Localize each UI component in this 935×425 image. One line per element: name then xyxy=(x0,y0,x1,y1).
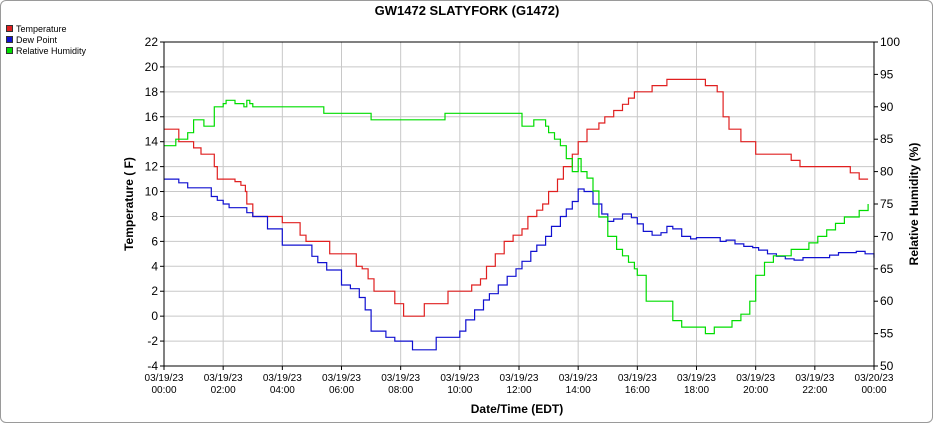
y-right-tick-label: 55 xyxy=(880,327,894,341)
y-tick-label: 4 xyxy=(151,259,158,273)
y-tick-label: 22 xyxy=(145,35,159,49)
x-tick-date: 03/19/23 xyxy=(677,373,716,384)
x-tick-date: 03/19/23 xyxy=(322,373,361,384)
axes: 2220181614121086420-2-410095908580757065… xyxy=(145,35,901,396)
y-right-tick-label: 100 xyxy=(880,35,900,49)
x-tick-date: 03/19/23 xyxy=(559,373,598,384)
x-tick-date: 03/19/23 xyxy=(263,373,302,384)
series-layer xyxy=(164,78,875,351)
y-tick-label: 6 xyxy=(151,234,158,248)
x-tick-time: 02:00 xyxy=(211,385,236,396)
legend-item-dew-point: Dew Point xyxy=(6,34,86,45)
x-tick-date: 03/19/23 xyxy=(618,373,657,384)
x-tick-date: 03/19/23 xyxy=(381,373,420,384)
y-right-tick-label: 80 xyxy=(880,165,894,179)
legend-item-relative-humidity: Relative Humidity xyxy=(6,45,86,56)
legend-label-temperature: Temperature xyxy=(16,23,67,34)
legend-swatch-dew-point xyxy=(6,36,13,43)
x-tick-time: 10:00 xyxy=(447,385,472,396)
y-tick-label: 10 xyxy=(145,185,159,199)
x-tick-time: 04:00 xyxy=(270,385,295,396)
x-tick-time: 14:00 xyxy=(566,385,591,396)
x-tick-date: 03/19/23 xyxy=(736,373,775,384)
x-tick-time: 18:00 xyxy=(684,385,709,396)
y-tick-label: -2 xyxy=(147,334,158,348)
y-tick-label: 2 xyxy=(151,284,158,298)
y-right-tick-label: 85 xyxy=(880,132,894,146)
chart-title: GW1472 SLATYFORK (G1472) xyxy=(375,3,560,18)
series-line-relative-humidity xyxy=(164,99,869,335)
x-tick-time: 00:00 xyxy=(861,385,886,396)
x-axis-label: Date/Time (EDT) xyxy=(471,402,563,416)
legend-swatch-temperature xyxy=(6,25,13,32)
grid xyxy=(163,41,875,367)
x-tick-date: 03/20/23 xyxy=(855,373,894,384)
y-tick-label: -4 xyxy=(147,359,158,373)
x-tick-date: 03/19/23 xyxy=(795,373,834,384)
y-right-tick-label: 50 xyxy=(880,359,894,373)
legend-item-temperature: Temperature xyxy=(6,23,86,34)
x-tick-time: 00:00 xyxy=(151,385,176,396)
x-tick-time: 16:00 xyxy=(625,385,650,396)
x-tick-date: 03/19/23 xyxy=(204,373,243,384)
y-tick-label: 20 xyxy=(145,60,159,74)
y-right-tick-label: 95 xyxy=(880,67,894,81)
y-axis-label-left: Temperature ( F) xyxy=(122,157,136,251)
y-right-tick-label: 60 xyxy=(880,294,894,308)
plot-area-border xyxy=(163,41,875,367)
y-tick-label: 0 xyxy=(151,309,158,323)
legend-label-dew-point: Dew Point xyxy=(16,34,58,45)
x-tick-date: 03/19/23 xyxy=(145,373,184,384)
x-tick-time: 20:00 xyxy=(743,385,768,396)
x-tick-date: 03/19/23 xyxy=(500,373,539,384)
x-tick-time: 22:00 xyxy=(802,385,827,396)
legend-swatch-relative-humidity xyxy=(6,47,13,54)
x-tick-time: 06:00 xyxy=(329,385,354,396)
legend-label-relative-humidity: Relative Humidity xyxy=(16,45,87,56)
y-axis-label-right: Relative Humidity (%) xyxy=(907,143,921,266)
x-tick-time: 08:00 xyxy=(388,385,413,396)
x-tick-date: 03/19/23 xyxy=(440,373,479,384)
y-tick-label: 14 xyxy=(145,135,159,149)
y-right-tick-label: 65 xyxy=(880,262,894,276)
series-line-temperature xyxy=(164,78,869,317)
y-tick-label: 18 xyxy=(145,85,159,99)
y-right-tick-label: 75 xyxy=(880,197,894,211)
x-tick-time: 12:00 xyxy=(506,385,531,396)
y-tick-label: 8 xyxy=(151,209,158,223)
y-tick-label: 16 xyxy=(145,110,159,124)
legend: Temperature Dew Point Relative Humidity xyxy=(6,23,86,56)
series-line-dew-point xyxy=(164,178,875,351)
y-right-tick-label: 90 xyxy=(880,100,894,114)
y-tick-label: 12 xyxy=(145,160,159,174)
y-right-tick-label: 70 xyxy=(880,229,894,243)
